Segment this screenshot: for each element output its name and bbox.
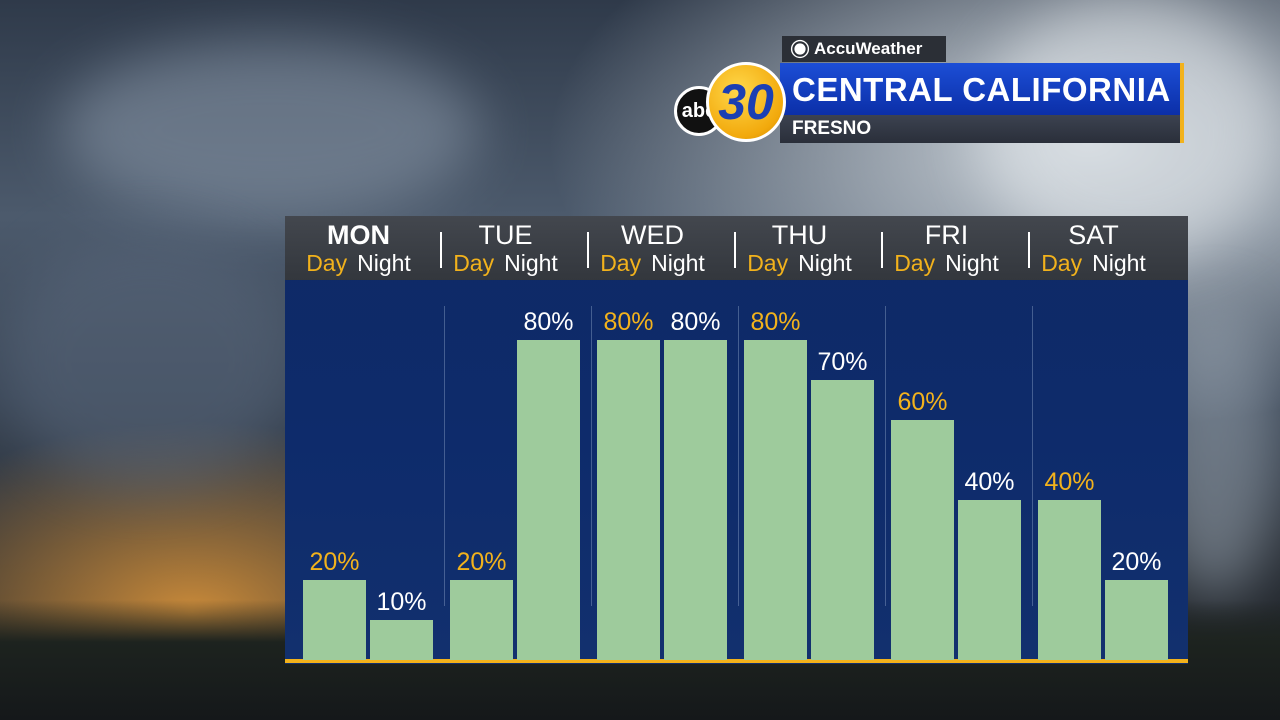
night-bar-tue [517,340,580,660]
day-bar-thu [744,340,807,660]
column-divider [1032,306,1033,606]
day-bar-mon [303,580,366,660]
cloud-shape [60,40,480,220]
column-divider [885,306,886,606]
chart-baseline [285,659,1188,663]
day-night-labels: Day Night [432,250,579,277]
accuweather-badge: AccuWeather [782,36,946,62]
night-value-label: 40% [964,468,1014,496]
header-separator [587,232,589,268]
day-value-label: 20% [456,548,506,576]
night-label: Night [504,250,558,276]
day-label: Day [1041,250,1083,276]
day-header: MON Day Night TUE Day Night WED Day Night THU Day N… [285,216,1188,280]
sun-icon [794,43,806,55]
day-night-labels: Day Night [1020,250,1167,277]
day-bar-tue [450,580,513,660]
day-value-label: 20% [309,548,359,576]
night-bar-mon [370,620,433,660]
header-separator [1028,232,1030,268]
day-value-label: 40% [1044,468,1094,496]
night-bar-thu [811,380,874,660]
day-bar-wed [597,340,660,660]
night-bar-fri [958,500,1021,660]
day-label: Day [600,250,642,276]
day-label: Day [894,250,936,276]
day-name: FRI [924,220,969,250]
day-bar-fri [891,420,954,660]
day-label: Day [453,250,495,276]
chart-panel: MON Day Night TUE Day Night WED Day Night THU Day N… [285,216,1188,664]
day-name: WED [621,220,684,250]
city-label: FRESNO [792,118,872,139]
night-bar-wed [664,340,727,660]
day-column-header: SAT Day Night [1020,216,1167,280]
night-label: Night [357,250,411,276]
day-column-header: MON Day Night [285,216,432,280]
accuweather-label: AccuWeather [814,39,923,58]
day-bar-sat [1038,500,1101,660]
day-name: MON [327,220,390,250]
header-separator [440,232,442,268]
day-column-header: TUE Day Night [432,216,579,280]
station-banner: CENTRAL CALIFORNIA FRESNO [740,63,1184,143]
header-separator [881,232,883,268]
banner-bottom [780,115,1184,143]
day-column-header: FRI Day Night [873,216,1020,280]
day-value-label: 80% [750,308,800,336]
night-value-label: 20% [1111,548,1161,576]
day-label: Day [747,250,789,276]
night-value-label: 80% [670,308,720,336]
channel-30-logo: 30 [706,62,786,142]
night-label: Night [798,250,852,276]
banner-top [780,63,1184,115]
cloud-shape [0,230,300,490]
night-value-label: 70% [817,348,867,376]
day-night-labels: Day Night [726,250,873,277]
day-night-labels: Day Night [285,250,432,277]
day-night-labels: Day Night [873,250,1020,277]
night-value-label: 10% [376,588,426,616]
day-name: THU [771,220,828,250]
column-divider [738,306,739,606]
night-value-label: 80% [523,308,573,336]
day-value-label: 80% [603,308,653,336]
region-title: CENTRAL CALIFORNIA [792,71,1171,108]
day-value-label: 60% [897,388,947,416]
night-label: Night [651,250,705,276]
column-divider [444,306,445,606]
day-column-header: THU Day Night [726,216,873,280]
night-label: Night [945,250,999,276]
day-night-labels: Day Night [579,250,726,277]
night-label: Night [1092,250,1146,276]
day-name: SAT [1068,220,1119,250]
header-separator [734,232,736,268]
day-column-header: WED Day Night [579,216,726,280]
day-name: TUE [478,220,533,250]
column-divider [591,306,592,606]
day-label: Day [306,250,348,276]
night-bar-sat [1105,580,1168,660]
